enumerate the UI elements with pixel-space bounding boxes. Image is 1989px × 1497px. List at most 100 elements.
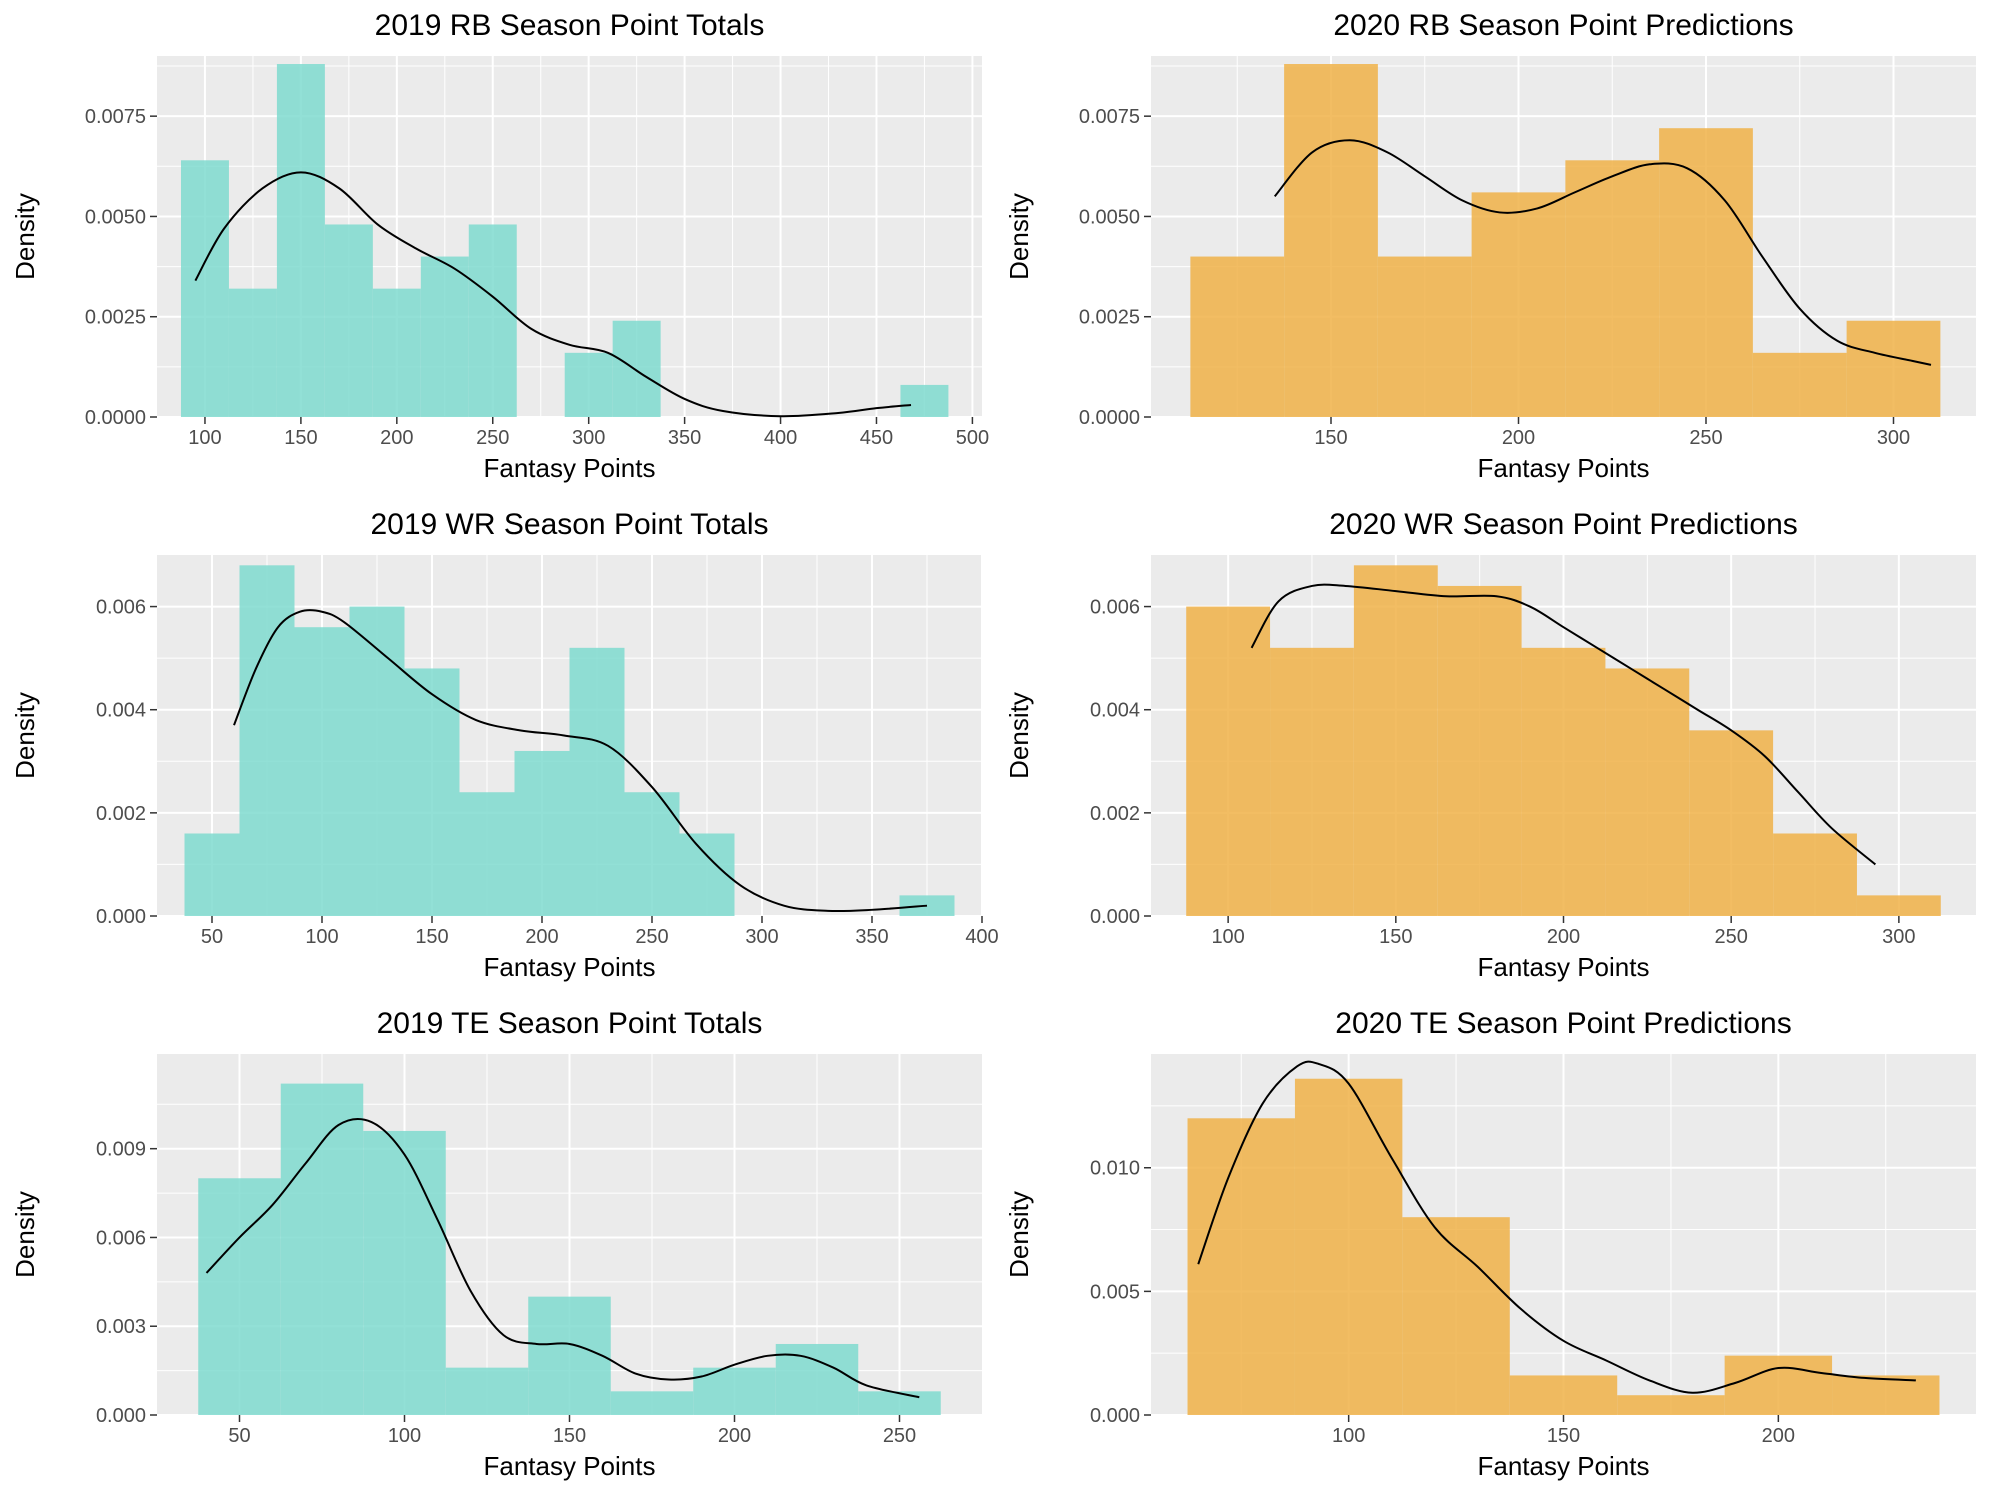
x-tick-label: 250	[635, 926, 668, 948]
y-tick-label: 0.0000	[1079, 407, 1140, 429]
histogram-bar	[1689, 730, 1774, 916]
x-tick-label: 300	[1882, 926, 1915, 948]
x-tick-label: 150	[1547, 1425, 1580, 1447]
x-tick-label: 250	[1689, 427, 1722, 449]
histogram-bar	[1605, 668, 1690, 916]
y-tick-label: 0.0050	[85, 206, 146, 228]
histogram-bar	[280, 1083, 364, 1415]
y-tick-label: 0.004	[1090, 700, 1140, 722]
x-tick-label: 100	[388, 1425, 421, 1447]
x-tick-label: 150	[1379, 926, 1412, 948]
histogram-bar	[198, 1178, 281, 1415]
histogram-bar	[1377, 256, 1472, 417]
chart-panel: 100 150 200 0.000 0.005 0.010 2020 TE Season P…	[1004, 1007, 1976, 1481]
histogram-bar	[1437, 585, 1522, 916]
y-tick-label: 0.003	[96, 1316, 146, 1338]
histogram-bar	[610, 1391, 694, 1415]
histogram-bar	[1402, 1217, 1510, 1415]
x-tick-label: 250	[883, 1425, 916, 1447]
histogram-bar	[612, 320, 661, 417]
y-axis-label: Density	[1004, 692, 1034, 779]
histogram-bar	[1509, 1375, 1618, 1415]
histogram-bar	[1270, 647, 1354, 916]
histogram-bar	[294, 627, 350, 916]
histogram-bar	[363, 1130, 446, 1415]
x-tick-label: 350	[855, 926, 888, 948]
x-tick-label: 200	[718, 1425, 751, 1447]
histogram-bar	[420, 256, 469, 417]
chart-panel: 50 100 150 200 250 300 350 400 0.000 0.002 0.004 0.…	[10, 508, 999, 982]
x-axis-label: Fantasy Points	[484, 453, 656, 483]
density-curve	[205, 1118, 920, 1399]
histogram-bar	[624, 792, 680, 916]
chart-panel: 50 100 150 200 250 0.000 0.003 0.006 0.009 2019 T…	[10, 1007, 982, 1481]
x-axis-label: Fantasy Points	[1478, 1451, 1650, 1481]
histogram-bar	[1832, 1375, 1940, 1415]
chart-title: 2019 TE Season Point Totals	[377, 1007, 763, 1040]
y-tick-label: 0.006	[96, 597, 146, 619]
histogram-bar	[775, 1343, 859, 1415]
x-tick-label: 250	[476, 427, 509, 449]
density-curve	[1250, 583, 1877, 866]
y-axis-label: Density	[10, 1191, 40, 1278]
y-tick-label: 0.006	[96, 1227, 146, 1249]
histogram-bar	[900, 384, 949, 417]
y-tick-label: 0.004	[96, 700, 146, 722]
x-tick-label: 100	[1211, 926, 1244, 948]
y-tick-label: 0.010	[1090, 1158, 1140, 1180]
x-tick-label: 250	[1714, 926, 1747, 948]
histogram-bar	[1187, 1118, 1295, 1415]
y-tick-label: 0.009	[96, 1139, 146, 1161]
histogram-bar	[228, 288, 277, 417]
density-curve	[233, 609, 928, 913]
histogram-bar	[1724, 1355, 1833, 1415]
chart-title: 2019 RB Season Point Totals	[375, 9, 765, 42]
x-tick-label: 350	[668, 427, 701, 449]
y-axis-label: Density	[1004, 1191, 1034, 1278]
histogram-bar	[468, 224, 517, 417]
chart-panel: 150 200 250 300 0.0000 0.0025 0.0050 0.0075 2020…	[1004, 9, 1976, 483]
histogram-bar	[564, 352, 613, 417]
histogram-bar	[1521, 647, 1606, 916]
x-tick-label: 150	[415, 926, 448, 948]
x-tick-label: 500	[956, 427, 989, 449]
histogram-bar	[528, 1296, 611, 1415]
x-axis-label: Fantasy Points	[484, 1451, 656, 1481]
y-tick-label: 0.006	[1090, 597, 1140, 619]
y-tick-label: 0.005	[1090, 1281, 1140, 1303]
y-tick-label: 0.002	[1090, 803, 1140, 825]
y-tick-label: 0.000	[1090, 1405, 1140, 1427]
histogram-bar	[1284, 64, 1378, 418]
histogram-bar	[569, 647, 625, 916]
y-tick-label: 0.000	[1090, 906, 1140, 928]
histogram-bar	[1659, 128, 1753, 417]
y-tick-label: 0.0025	[85, 307, 146, 329]
x-axis-label: Fantasy Points	[484, 952, 656, 982]
histogram-bar	[679, 833, 735, 916]
x-tick-label: 400	[764, 427, 797, 449]
x-tick-label: 100	[188, 427, 221, 449]
y-tick-label: 0.0075	[1079, 106, 1140, 128]
x-tick-label: 50	[201, 926, 223, 948]
x-tick-label: 200	[1502, 427, 1535, 449]
x-tick-label: 200	[1547, 926, 1580, 948]
y-axis-label: Density	[10, 193, 40, 280]
x-tick-label: 50	[228, 1425, 250, 1447]
histogram-bar	[404, 668, 460, 916]
histogram-bar	[1846, 320, 1941, 417]
histogram-bar	[1617, 1395, 1725, 1415]
x-axis-label: Fantasy Points	[1478, 453, 1650, 483]
y-axis-label: Density	[1004, 193, 1034, 280]
histogram-bar	[184, 833, 240, 916]
x-tick-label: 150	[1314, 427, 1347, 449]
x-tick-label: 150	[284, 427, 317, 449]
x-tick-label: 300	[572, 427, 605, 449]
y-tick-label: 0.000	[96, 1405, 146, 1427]
density-curve	[1273, 139, 1932, 366]
density-curve	[194, 171, 912, 418]
x-tick-label: 100	[1332, 1425, 1365, 1447]
y-tick-label: 0.0075	[85, 106, 146, 128]
histogram-bar	[276, 64, 325, 418]
histogram-bar	[239, 565, 295, 916]
